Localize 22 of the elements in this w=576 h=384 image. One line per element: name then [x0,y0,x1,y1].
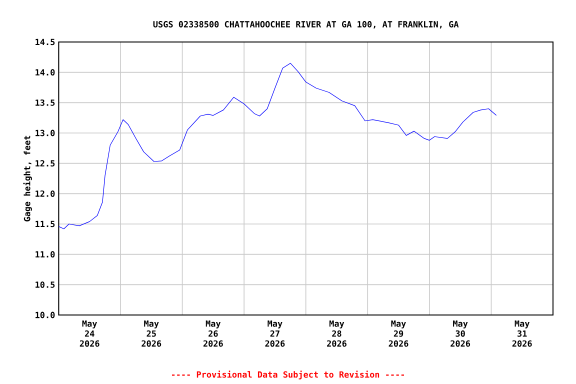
y-tick-label: 10.5 [36,281,55,288]
y-tick-label: 12.5 [36,160,55,167]
y-tick-label: 11.5 [36,220,55,228]
x-tick-label: May 24 2026 [80,320,100,347]
y-tick-label: 11.0 [36,251,55,258]
x-tick-label: May 25 2026 [142,320,162,347]
text: ---- Provisional Data Subject to Revision ---- [172,370,404,380]
y-axis-title: Gage height, feet [23,136,32,222]
x-tick-label: May 27 2026 [265,320,285,347]
chart-title: USGS 02338500 CHATTAHOOCHEE RIVER AT GA 100, AT FRANKLIN, GA [153,21,459,29]
y-tick-label: 12.0 [36,190,55,197]
x-tick-label: May 30 2026 [450,320,470,347]
y-tick-label: 14.5 [36,38,55,46]
y-tick-label: 14.0 [36,69,55,76]
y-tick-label: 13.5 [36,99,55,106]
line-series [58,62,497,230]
x-tick-label: May 29 2026 [388,320,408,347]
x-tick-label: May 28 2026 [327,320,346,347]
x-tick-label: May 31 2026 [512,320,532,347]
y-tick-label: 13.0 [36,130,55,136]
y-tick-label: 10.0 [36,312,55,318]
x-tick-label: May 26 2026 [203,320,223,347]
